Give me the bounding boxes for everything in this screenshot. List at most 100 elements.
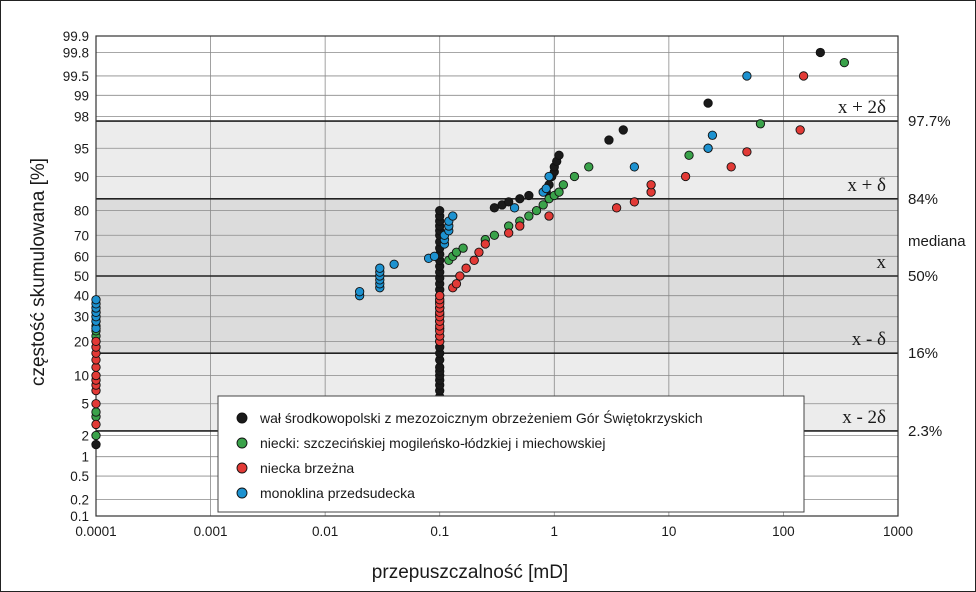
y-tick-label: 99.5: [63, 69, 89, 84]
legend: wał środkowopolski z mezozoicznym obrzeż…: [217, 395, 805, 513]
median-label: mediana: [908, 233, 966, 250]
y-tick-label: 2: [81, 429, 89, 444]
data-point: [455, 271, 465, 281]
legend-box: [217, 395, 805, 513]
y-tick-label: 0.2: [70, 493, 89, 508]
y-tick-label: 80: [74, 204, 89, 219]
data-point: [703, 143, 713, 153]
y-tick-label: 20: [74, 334, 89, 349]
y-tick-label: 90: [74, 169, 89, 184]
legend-entry: niecki: szczecińskiej mogileńsko-łódzkie…: [260, 435, 605, 451]
y-tick-label: 30: [74, 310, 89, 325]
y-tick-label: 70: [74, 228, 89, 243]
data-point: [91, 370, 101, 381]
data-point: [755, 119, 766, 129]
y-tick-label: 99.8: [63, 45, 89, 60]
data-point: [815, 47, 825, 58]
data-point: [435, 291, 445, 301]
data-point: [584, 162, 594, 172]
data-point: [629, 197, 640, 207]
legend-marker: [236, 437, 248, 449]
x-tick-labels: 0.0001 0.001 0.01 0.1 1 10 100 1000: [75, 524, 913, 539]
y-tick-label: 50: [74, 269, 89, 284]
data-point: [91, 439, 101, 450]
data-point: [798, 71, 809, 81]
data-point: [703, 98, 713, 108]
data-point: [684, 150, 694, 160]
data-point: [91, 399, 101, 409]
legend-marker: [236, 487, 248, 499]
band-percent-label: 50%: [908, 268, 938, 285]
x-tick-label: 10: [661, 524, 676, 539]
y-axis-label: częstość skumulowana [%]: [28, 158, 49, 386]
data-point: [558, 180, 569, 190]
x-axis-label: przepuszczalność [mD]: [372, 562, 568, 583]
data-point: [389, 259, 399, 269]
series-points: [91, 71, 809, 430]
x-tick-label: 0.01: [312, 524, 338, 539]
data-point: [504, 197, 514, 207]
data-point: [435, 205, 445, 216]
legend-marker: [236, 462, 248, 474]
legend-entry: niecka brzeżna: [260, 460, 354, 476]
band-sigma-label: x - 2δ: [842, 407, 886, 428]
data-point: [544, 171, 554, 182]
series-points: [91, 71, 752, 334]
band-percent-label: 97.7%: [908, 113, 951, 130]
data-point: [504, 228, 514, 238]
data-point: [544, 211, 554, 221]
data-point: [91, 295, 101, 305]
y-tick-label: 98: [74, 109, 89, 124]
y-tick-label: 60: [74, 249, 89, 264]
data-point: [726, 162, 736, 172]
y-tick-label: 10: [74, 369, 89, 384]
data-point: [91, 407, 101, 417]
data-point: [480, 239, 490, 249]
band-sigma-label: x + δ: [847, 175, 886, 196]
y-tick-label: 99: [74, 88, 89, 103]
y-tick-label: 95: [74, 141, 89, 156]
data-point: [541, 183, 551, 194]
band-sigma-label: x - δ: [852, 329, 886, 350]
data-point: [429, 251, 440, 261]
data-point: [91, 419, 101, 430]
band-labels: 97.7% x + 2δ 84% x + δ 50% x mediana 16% x - δ 2.…: [838, 97, 966, 440]
data-point: [569, 171, 580, 182]
y-tick-label: 5: [81, 397, 89, 412]
data-point: [742, 147, 752, 157]
legend-entry: monoklina przedsudecka: [260, 485, 415, 501]
x-tick-label: 0.0001: [75, 524, 116, 539]
y-tick-label: 40: [74, 289, 89, 304]
y-tick-label: 99.9: [63, 29, 89, 44]
legend-marker: [236, 412, 248, 424]
data-point: [458, 243, 468, 253]
data-point: [469, 255, 479, 265]
band-sigma-label: x: [877, 252, 887, 273]
x-tick-label: 100: [772, 524, 795, 539]
data-point: [524, 190, 534, 201]
data-point: [554, 187, 564, 197]
data-point: [451, 247, 462, 257]
data-point: [742, 71, 752, 81]
y-tick-labels: 0.10.2 0.5 1 2 5 10 20 30 40 50 60 70 80 90 95 98 99 99.5…: [63, 29, 89, 524]
data-point: [524, 211, 534, 221]
data-point: [707, 130, 718, 140]
data-point: [795, 125, 805, 135]
data-point: [554, 150, 564, 160]
data-point: [538, 200, 548, 210]
data-point: [448, 211, 458, 221]
plot-border: [95, 35, 899, 517]
band-sigma-label: x + 2δ: [838, 97, 886, 118]
data-point: [618, 125, 628, 135]
data-point: [91, 336, 101, 347]
x-tick-label: 0.001: [194, 524, 228, 539]
y-tick-label: 0.1: [70, 509, 89, 524]
legend-entry: wał środkowopolski z mezozoicznym obrzeż…: [259, 409, 703, 426]
data-point: [489, 230, 500, 240]
y-tick-label: 1: [81, 450, 89, 465]
data-point: [604, 135, 614, 145]
data-point: [375, 263, 385, 273]
data-point: [531, 205, 542, 216]
data-point: [451, 279, 462, 289]
